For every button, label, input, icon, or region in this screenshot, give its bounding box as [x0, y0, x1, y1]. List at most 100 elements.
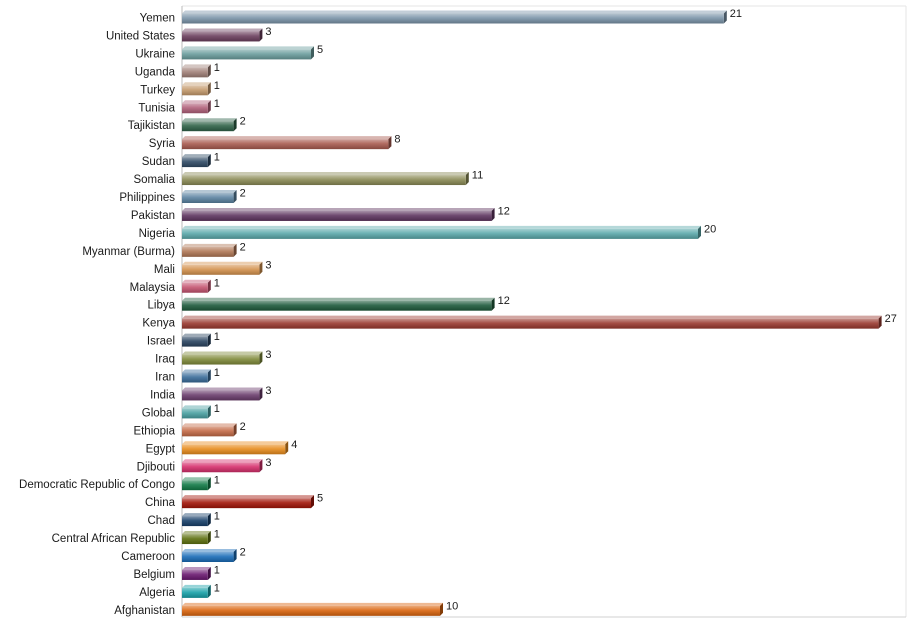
value-label: 1	[214, 564, 220, 576]
category-label: Cameroon	[121, 551, 175, 563]
value-label: 8	[394, 134, 400, 146]
bar-top-face	[182, 100, 211, 104]
category-label: Somalia	[133, 174, 175, 186]
category-label: Algeria	[139, 587, 175, 599]
bar-top-face	[182, 261, 263, 265]
bar-pakistan	[182, 207, 495, 221]
bar-top-face	[182, 584, 211, 588]
bar-front-face	[182, 444, 286, 455]
bar-front-face	[182, 282, 208, 293]
category-label: Mali	[154, 264, 175, 276]
value-label: 1	[214, 331, 220, 343]
bar-front-face	[182, 390, 260, 401]
bar-top-face	[182, 333, 211, 337]
bar-side-face	[259, 459, 263, 473]
value-label: 3	[265, 349, 271, 361]
bar-side-face	[233, 549, 237, 562]
bar-front-face	[182, 228, 698, 239]
bar-front-face	[182, 264, 260, 275]
bar-somalia	[182, 172, 469, 186]
value-label: 12	[498, 205, 510, 217]
bar-philippines	[182, 190, 237, 203]
category-label: Tajikistan	[128, 120, 175, 132]
bar-side-face	[259, 387, 263, 401]
bar-libya	[182, 297, 495, 311]
value-label: 1	[214, 582, 220, 594]
bar-democratic-republic-of-congo	[182, 477, 211, 491]
value-label: 3	[265, 457, 271, 469]
bar-global	[182, 405, 211, 419]
category-label: Israel	[147, 336, 175, 348]
bar-djibouti	[182, 459, 263, 473]
bar-side-face	[233, 423, 237, 437]
bar-top-face	[182, 513, 211, 517]
bar-top-face	[182, 405, 211, 409]
bar-side-face	[388, 136, 392, 150]
bar-syria	[182, 136, 392, 150]
category-label: Belgium	[133, 569, 175, 581]
bar-side-face	[491, 207, 495, 221]
bar-front-face	[182, 605, 440, 616]
bar-front-face	[182, 246, 234, 257]
value-label: 1	[214, 62, 220, 74]
bar-front-face	[182, 480, 208, 491]
bar-side-face	[207, 531, 211, 545]
bar-top-face	[182, 82, 211, 86]
category-label: China	[145, 497, 176, 509]
bar-front-face	[182, 85, 208, 96]
value-label: 2	[240, 547, 246, 559]
bar-front-face	[182, 157, 208, 168]
category-label: Ethiopia	[133, 425, 175, 437]
bar-israel	[182, 333, 211, 347]
bar-top-face	[182, 207, 495, 211]
value-label: 2	[240, 421, 246, 433]
bar-front-face	[182, 372, 208, 383]
value-label: 21	[730, 8, 742, 20]
bar-side-face	[259, 261, 263, 275]
bar-malaysia	[182, 279, 211, 293]
category-label: Democratic Republic of Congo	[19, 479, 175, 491]
bar-side-face	[207, 513, 211, 527]
value-label: 1	[214, 98, 220, 110]
value-label: 5	[317, 44, 323, 56]
category-label: Turkey	[140, 84, 175, 96]
bar-side-face	[311, 46, 314, 60]
value-label: 5	[317, 493, 323, 505]
category-label: Myanmar (Burma)	[82, 246, 175, 258]
category-label: Uganda	[135, 66, 176, 78]
value-label: 27	[885, 313, 897, 325]
value-label: 1	[214, 529, 220, 541]
category-label: Sudan	[142, 156, 175, 168]
bar-side-face	[311, 495, 314, 509]
bar-front-face	[182, 121, 234, 132]
value-label: 3	[265, 385, 271, 397]
value-label: 3	[265, 259, 271, 271]
category-label: Pakistan	[131, 210, 175, 222]
bar-nigeria	[182, 225, 701, 239]
bar-top-face	[182, 10, 727, 14]
bar-chad	[182, 513, 211, 527]
bar-top-face	[182, 172, 469, 176]
bar-top-face	[182, 64, 211, 68]
bar-front-face	[182, 67, 208, 78]
category-label: Djibouti	[137, 461, 175, 473]
category-label: Afghanistan	[114, 605, 175, 617]
bar-tajikistan	[182, 118, 237, 132]
value-label: 1	[214, 277, 220, 289]
bar-front-face	[182, 49, 311, 60]
bar-top-face	[182, 477, 211, 481]
category-labels: Yemen United States Ukraine Uganda Turkey Tun…	[19, 13, 176, 617]
bar-side-face	[207, 100, 211, 114]
bar-front-face	[182, 13, 724, 24]
bar-top-face	[182, 566, 211, 570]
bar-india	[182, 387, 263, 401]
category-label: Malaysia	[130, 282, 176, 294]
bar-top-face	[182, 351, 263, 355]
bar-side-face	[207, 279, 211, 293]
category-label: Philippines	[119, 192, 175, 204]
bar-side-face	[207, 405, 211, 419]
bar-front-face	[182, 31, 260, 42]
bar-top-face	[182, 441, 289, 445]
bar-united-states	[182, 28, 263, 42]
value-label: 20	[704, 223, 716, 235]
